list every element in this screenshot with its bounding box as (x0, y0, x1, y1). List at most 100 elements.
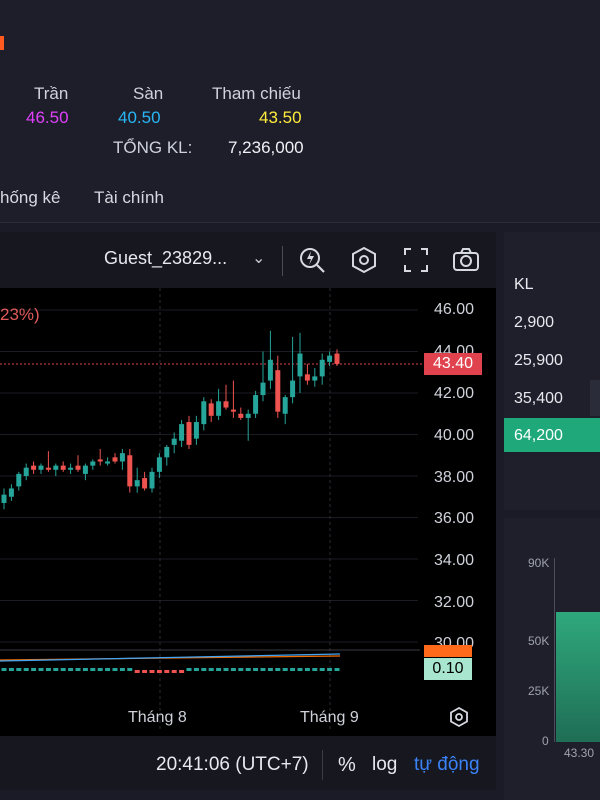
chart-panel: Guest_23829... ⌄ 23%) 46.00 44.00 42.00 … (0, 232, 496, 790)
histogram-bar (60, 668, 66, 671)
histogram-bar (334, 668, 340, 671)
live-indicator (0, 36, 4, 50)
vol-axis-label: 25K (528, 684, 550, 698)
candle-body (282, 397, 288, 414)
chart-footer: 20:41:06 (UTC+7) % log tự động (0, 736, 496, 790)
indicator-value-tag: 0.10 (424, 658, 472, 680)
y-tick-label: 32.00 (433, 594, 474, 611)
volume-bar (556, 612, 600, 742)
candle-body (112, 457, 118, 462)
histogram-bar (319, 668, 325, 671)
y-tick-label: 34.00 (433, 552, 474, 569)
lightning-magnifier-icon[interactable] (298, 246, 326, 274)
candle-body (90, 461, 96, 466)
histogram-bar (1, 668, 7, 671)
candle-body (260, 382, 266, 396)
histogram-bar (223, 668, 229, 671)
fullscreen-icon[interactable] (402, 246, 430, 274)
histogram-bar (156, 670, 162, 673)
y-tick-label: 40.00 (433, 427, 474, 444)
log-scale-button[interactable]: log (372, 754, 398, 775)
tab-finance[interactable]: Tài chính (94, 188, 164, 207)
candle-body (290, 380, 296, 398)
histogram-bar (193, 668, 199, 671)
histogram-bar (68, 668, 74, 671)
candle-body (82, 465, 88, 474)
tab-statistics[interactable]: hống kê (0, 188, 61, 207)
candle-body (334, 353, 340, 364)
candle-body (267, 359, 273, 381)
histogram-bar (260, 668, 266, 671)
price-change-percent: 23%) (0, 305, 40, 324)
percent-scale-button[interactable]: % (338, 754, 356, 776)
histogram-bar (245, 668, 251, 671)
user-button[interactable]: Guest_23829... (104, 248, 228, 268)
volume-column-header: KL (514, 276, 534, 293)
histogram-bar (112, 668, 118, 671)
histogram-bar (282, 668, 288, 671)
histogram-bar (186, 668, 192, 671)
histogram-bar (216, 668, 222, 671)
candle-body (68, 467, 74, 470)
histogram-bar (31, 668, 37, 671)
candle-body (327, 355, 333, 362)
time-axis-label: Tháng 8 (128, 709, 187, 726)
histogram-bar (82, 668, 88, 671)
vol-axis-line (554, 558, 555, 742)
candle-body (16, 473, 22, 487)
reference-value: 43.50 (259, 108, 302, 127)
indicator-line-macd (0, 653, 341, 662)
y-tick-label: 38.00 (433, 469, 474, 486)
histogram-bar (149, 670, 155, 673)
histogram-bar (119, 668, 125, 671)
candle-body (304, 374, 310, 381)
camera-icon[interactable] (452, 246, 480, 274)
y-tick-label: 42.00 (433, 385, 474, 402)
candle-body (23, 467, 29, 476)
histogram-bar (16, 668, 22, 671)
histogram-bar (23, 668, 29, 671)
volume-row: 25,900 (514, 352, 563, 369)
candlestick-chart[interactable] (0, 232, 496, 736)
histogram-bar (312, 668, 318, 671)
vol-axis-label: 0 (542, 734, 549, 748)
candle-body (142, 478, 148, 489)
highlighted-row (504, 418, 600, 452)
candle-body (312, 376, 318, 381)
candle-body (8, 488, 14, 497)
reference-label: Tham chiếu (212, 84, 301, 103)
floor-value: 40.50 (118, 108, 161, 127)
total-volume-value: 7,236,000 (228, 138, 304, 157)
histogram-bar (38, 668, 44, 671)
candle-body (97, 459, 103, 462)
vol-x-label: 43.30 (564, 746, 595, 760)
chevron-down-icon[interactable]: ⌄ (252, 250, 266, 267)
histogram-bar (327, 668, 333, 671)
y-tick-label: 36.00 (433, 510, 474, 527)
vol-axis-label: 90K (528, 556, 550, 570)
histogram-bar (290, 668, 296, 671)
candle-body (127, 455, 133, 487)
ceiling-value: 46.50 (26, 108, 69, 127)
candle-body (208, 403, 214, 416)
footer-separator (322, 750, 323, 780)
toolbar-separator (282, 246, 283, 276)
chart-toolbar: Guest_23829... ⌄ (0, 232, 496, 288)
histogram-bar (253, 668, 259, 671)
hexagon-settings-icon[interactable] (350, 246, 378, 274)
histogram-bar (53, 668, 59, 671)
candle-body (149, 471, 155, 489)
histogram-bar (75, 668, 81, 671)
candle-body (38, 465, 44, 470)
histogram-bar (90, 668, 96, 671)
histogram-bar (127, 668, 133, 671)
candle-body (60, 465, 66, 470)
candle-body (156, 457, 162, 472)
hexagon-settings-icon[interactable] (448, 706, 470, 728)
ceiling-label: Trần (34, 84, 69, 103)
candle-body (45, 467, 51, 470)
auto-scale-button[interactable]: tự động (414, 754, 480, 775)
y-tick-label: 46.00 (433, 301, 474, 318)
volume-row: 35,400 (514, 390, 563, 407)
candle-body (245, 413, 251, 418)
